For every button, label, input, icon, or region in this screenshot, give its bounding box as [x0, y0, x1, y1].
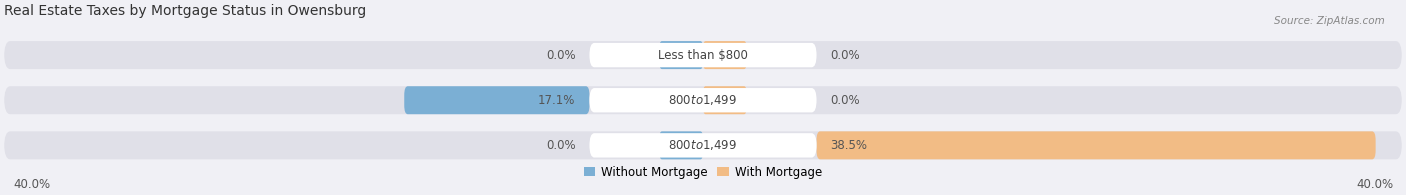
FancyBboxPatch shape [659, 131, 703, 159]
FancyBboxPatch shape [703, 41, 747, 69]
Text: Less than $800: Less than $800 [658, 49, 748, 62]
Text: $800 to $1,499: $800 to $1,499 [668, 93, 738, 107]
FancyBboxPatch shape [4, 86, 1402, 114]
FancyBboxPatch shape [4, 131, 1402, 159]
Text: 40.0%: 40.0% [13, 178, 51, 191]
FancyBboxPatch shape [405, 86, 589, 114]
Text: 0.0%: 0.0% [546, 49, 575, 62]
Text: Source: ZipAtlas.com: Source: ZipAtlas.com [1274, 16, 1385, 26]
Text: 0.0%: 0.0% [831, 49, 860, 62]
Text: 0.0%: 0.0% [831, 94, 860, 107]
Text: 0.0%: 0.0% [546, 139, 575, 152]
FancyBboxPatch shape [703, 86, 747, 114]
FancyBboxPatch shape [659, 41, 703, 69]
FancyBboxPatch shape [589, 43, 817, 67]
Text: 40.0%: 40.0% [1355, 178, 1393, 191]
FancyBboxPatch shape [589, 133, 817, 158]
Text: 38.5%: 38.5% [831, 139, 868, 152]
FancyBboxPatch shape [4, 41, 1402, 69]
Legend: Without Mortgage, With Mortgage: Without Mortgage, With Mortgage [579, 161, 827, 183]
Text: $800 to $1,499: $800 to $1,499 [668, 138, 738, 152]
FancyBboxPatch shape [589, 88, 817, 112]
FancyBboxPatch shape [817, 131, 1375, 159]
Text: 17.1%: 17.1% [538, 94, 575, 107]
Text: Real Estate Taxes by Mortgage Status in Owensburg: Real Estate Taxes by Mortgage Status in … [4, 4, 367, 18]
